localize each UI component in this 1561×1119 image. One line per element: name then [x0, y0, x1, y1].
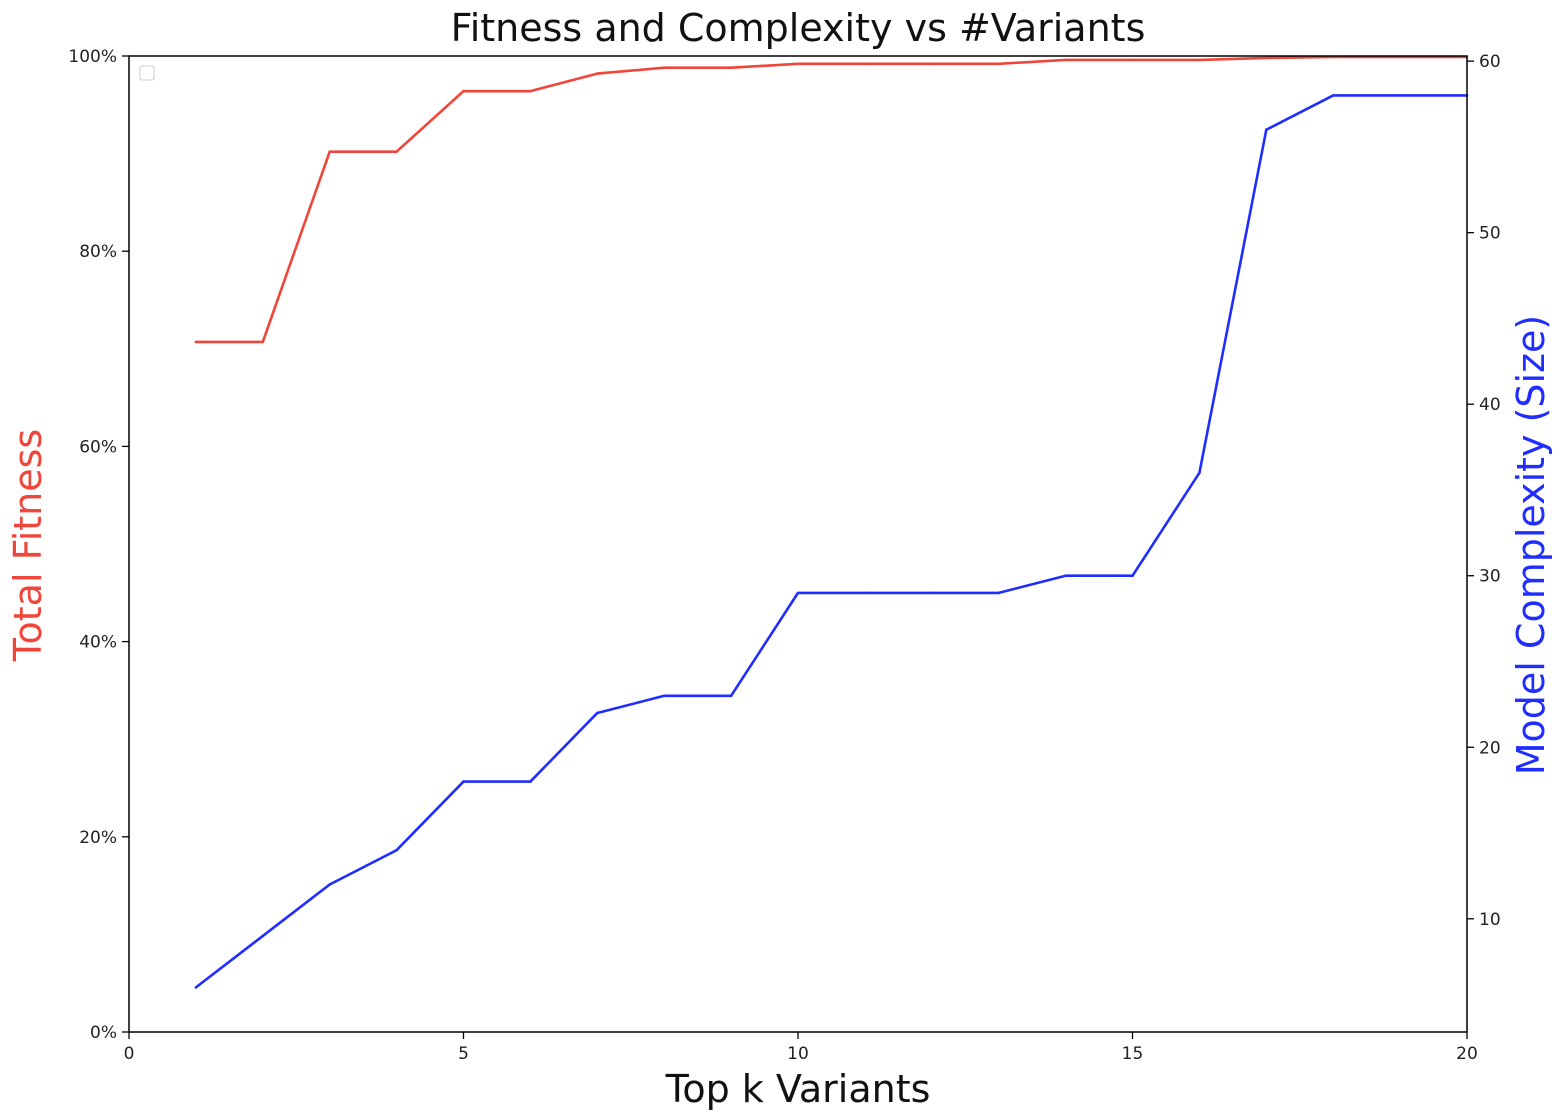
complexity-point [1265, 128, 1268, 132]
y-right-tick-label: 40 [1479, 395, 1501, 415]
fitness-point [1064, 58, 1067, 62]
y-axis-right-label: Model Complexity (Size) [1509, 315, 1553, 776]
y-right-tick-label: 50 [1479, 224, 1501, 244]
complexity-point [1064, 574, 1067, 578]
y-right-tick-label: 30 [1479, 567, 1501, 587]
fitness-point [462, 89, 465, 93]
complexity-point [1198, 471, 1201, 475]
fitness-point [1265, 56, 1268, 60]
fitness-point [1131, 58, 1134, 62]
y-left-tick-label: 20% [79, 828, 117, 848]
complexity-point [529, 780, 532, 783]
fitness-point [1198, 58, 1201, 62]
fitness-point [997, 62, 1000, 66]
fitness-series-line [195, 55, 1467, 344]
fitness-point [662, 66, 666, 70]
x-tick-label: 15 [1122, 1044, 1144, 1064]
complexity-point [395, 848, 398, 852]
fitness-point [529, 89, 532, 93]
y-right-tick-label: 10 [1479, 910, 1501, 930]
fitness-point [796, 62, 800, 66]
fitness-point [395, 150, 398, 153]
y-left-tick-label: 0% [90, 1023, 117, 1043]
fitness-point [729, 66, 733, 70]
x-axis: 0 5 10 15 20 [124, 1032, 1478, 1064]
y-right-tick-label: 20 [1479, 738, 1501, 758]
fitness-point [194, 340, 198, 344]
x-tick-label: 5 [458, 1044, 469, 1064]
complexity-point [1131, 574, 1134, 578]
complexity-point [796, 591, 800, 595]
y-left-tick-label: 60% [79, 437, 117, 457]
complexity-point [930, 591, 934, 595]
x-tick-label: 20 [1456, 1044, 1478, 1064]
chart-title: Fitness and Complexity vs #Variants [451, 6, 1146, 50]
complexity-point [194, 986, 198, 989]
complexity-point [729, 694, 733, 698]
plot-area [194, 55, 1469, 989]
fitness-point [596, 72, 599, 75]
complexity-point [261, 934, 265, 938]
y-axis-left-label: Total Fitness [6, 429, 50, 662]
fitness-point [863, 62, 867, 66]
y-left-tick-label: 40% [79, 633, 117, 653]
y-axis-right: 10 20 30 40 50 60 [1467, 52, 1501, 930]
complexity-point [462, 780, 465, 783]
x-axis-label: Top k Variants [665, 1067, 931, 1111]
y-left-tick-label: 100% [68, 47, 117, 67]
complexity-point [328, 883, 332, 886]
x-tick-label: 0 [124, 1044, 135, 1064]
y-left-tick-label: 80% [79, 242, 117, 262]
fitness-point [328, 150, 332, 153]
complexity-series-line [195, 94, 1467, 989]
fitness-point [261, 340, 265, 344]
legend-box [139, 65, 155, 81]
complexity-point [1331, 94, 1335, 97]
fitness-point [930, 62, 934, 66]
complexity-point [863, 591, 867, 595]
y-right-tick-label: 60 [1479, 52, 1501, 72]
complexity-point [1398, 94, 1402, 97]
complexity-point [596, 711, 599, 715]
complexity-point [662, 694, 666, 698]
x-tick-label: 10 [787, 1044, 809, 1064]
y-axis-left: 0% 20% 40% 60% 80% 100% [68, 47, 129, 1043]
complexity-point [997, 591, 1000, 595]
